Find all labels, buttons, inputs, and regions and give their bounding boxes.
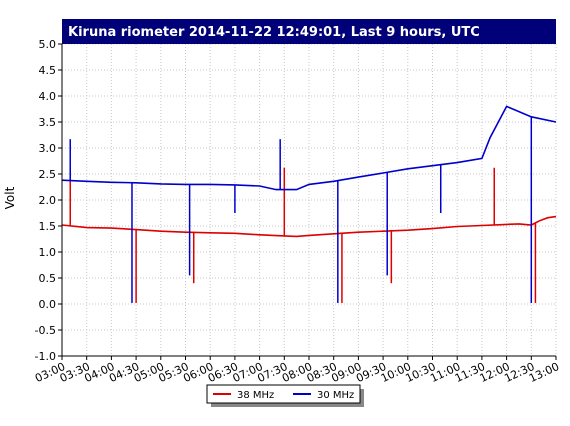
y-tick-label: 4.0 xyxy=(39,90,57,103)
chart-title: Kiruna riometer 2014-11-22 12:49:01, Las… xyxy=(68,25,480,40)
series-line-30mhz xyxy=(61,105,557,191)
legend-label: 38 MHz xyxy=(237,390,274,401)
legend: 38 MHz 30 MHz xyxy=(206,384,364,407)
y-tick-label: 3.5 xyxy=(39,116,57,129)
y-tick-label: 1.0 xyxy=(39,246,57,259)
legend-label: 30 MHz xyxy=(317,390,354,401)
y-tick-label: 5.0 xyxy=(39,38,57,51)
series-line-38mhz xyxy=(61,215,557,238)
grid-layer xyxy=(61,43,557,357)
y-tick-label: -1.0 xyxy=(35,350,56,363)
y-tick-label: 0.0 xyxy=(39,298,57,311)
y-tick-label: -0.5 xyxy=(35,324,56,337)
y-tick-label: 3.0 xyxy=(39,142,57,155)
y-tick-label: 4.5 xyxy=(39,64,57,77)
y-tick-label: 0.5 xyxy=(39,272,57,285)
y-axis-label: Volt xyxy=(3,186,17,209)
legend-items: 38 MHz 30 MHz xyxy=(213,390,354,401)
y-tick-label: 2.0 xyxy=(39,194,57,207)
title-background xyxy=(62,19,556,44)
y-tick-label: 2.5 xyxy=(39,168,57,181)
series-layer xyxy=(61,105,557,303)
title-banner: Kiruna riometer 2014-11-22 12:49:01, Las… xyxy=(62,19,556,44)
y-tick-label: 1.5 xyxy=(39,220,57,233)
legend-box xyxy=(206,384,361,404)
